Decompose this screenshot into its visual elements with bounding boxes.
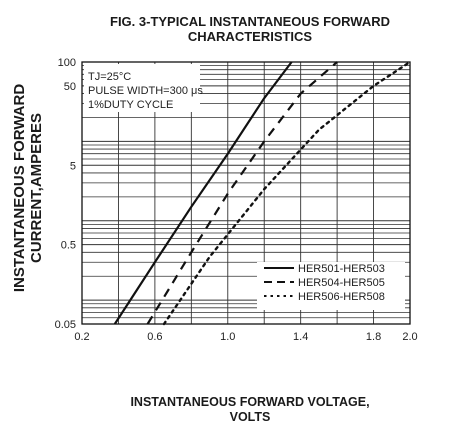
- legend: HER501-HER503 HER504-HER505 HER506-HER508: [257, 262, 405, 310]
- series-lines: [113, 60, 412, 326]
- x-tick-label: 0.2: [74, 331, 89, 343]
- x-axis-label-line-1: INSTANTANEOUS FORWARD VOLTAGE,: [130, 395, 370, 409]
- annotation-duty-cycle: 1%DUTY CYCLE: [88, 99, 173, 111]
- x-tick-label: 1.4: [293, 331, 308, 343]
- y-tick-labels: 0.05 0.5 5 50 100: [55, 57, 76, 331]
- legend-label-2: HER504-HER505: [298, 277, 385, 289]
- annotation-pulse-width: PULSE WIDTH=300 μs: [88, 85, 203, 97]
- x-tick-labels: 0.2 0.6 1.0 1.4 1.8 2.0: [74, 331, 417, 343]
- y-tick-label: 5: [70, 160, 76, 172]
- annotation-temperature: TJ=25°C: [88, 71, 131, 83]
- chart-title-line-1: FIG. 3-TYPICAL INSTANTANEOUS FORWARD: [110, 14, 390, 29]
- x-tick-label: 1.0: [220, 331, 235, 343]
- plot-frame: [81, 61, 411, 325]
- y-tick-label: 50: [64, 81, 76, 93]
- annotation-box: TJ=25°C PULSE WIDTH=300 μs 1%DUTY CYCLE: [84, 64, 203, 112]
- chart-title: FIG. 3-TYPICAL INSTANTANEOUS FORWARD CHA…: [70, 14, 430, 44]
- series-line-2: [146, 61, 338, 325]
- x-tick-label: 2.0: [402, 331, 417, 343]
- series-line-1: [113, 61, 293, 325]
- chart-title-line-2: CHARACTERISTICS: [187, 29, 313, 44]
- x-tick-label: 0.6: [147, 331, 162, 343]
- x-tick-label: 1.8: [366, 331, 381, 343]
- y-tick-label: 0.5: [61, 240, 76, 252]
- x-axis-label-line-2: VOLTS: [229, 410, 271, 424]
- x-axis-label: INSTANTANEOUS FORWARD VOLTAGE, VOLTS: [70, 395, 430, 425]
- y-tick-label: 0.05: [55, 319, 76, 331]
- legend-label-1: HER501-HER503: [298, 263, 385, 275]
- y-tick-label: 100: [58, 57, 76, 69]
- legend-label-3: HER506-HER508: [298, 291, 385, 303]
